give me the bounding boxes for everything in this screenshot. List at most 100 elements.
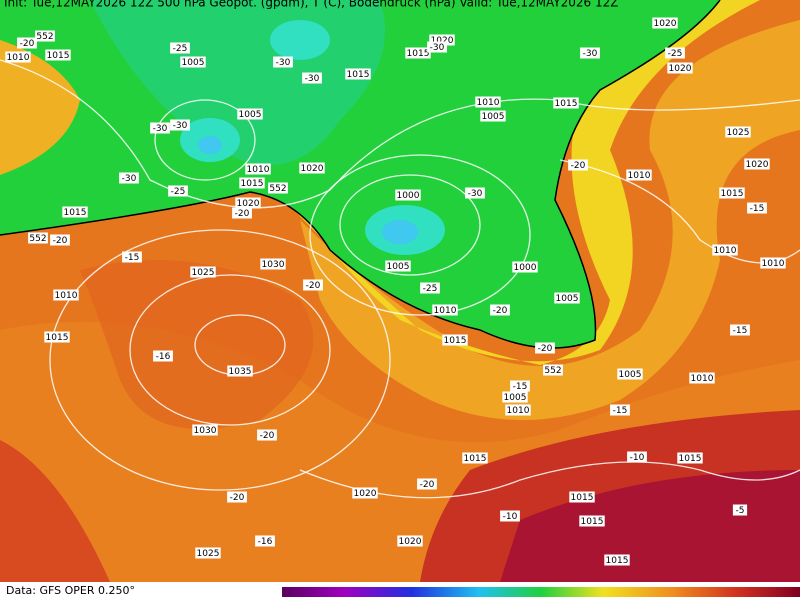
isobar-label: 1035: [229, 367, 252, 377]
isobar-label: -30: [173, 121, 188, 131]
label-box: [260, 258, 286, 270]
label-box: [665, 47, 685, 59]
label-box: [273, 56, 293, 68]
label-box: [667, 62, 693, 74]
label-box: [45, 49, 71, 61]
label-box: [689, 372, 715, 384]
isobar-label: -5: [736, 506, 745, 516]
footer: Data: GFS OPER 0.250°: [6, 584, 135, 597]
label-box: [569, 491, 595, 503]
label-box: [429, 34, 455, 46]
isobar-label: 1010: [55, 291, 78, 301]
isobar-label: 1020: [431, 36, 454, 46]
isobar-label: -20: [420, 480, 435, 490]
label-box: [442, 334, 468, 346]
isobar-label: 1015: [555, 99, 578, 109]
label-box: [417, 478, 437, 490]
label-box: [180, 56, 206, 68]
isobar-label: 552: [269, 184, 286, 194]
isobar-label: -20: [20, 39, 35, 49]
label-box: [652, 17, 678, 29]
isobar-label: -30: [468, 189, 483, 199]
label-box: [395, 189, 421, 201]
label-box: [420, 282, 440, 294]
label-box: [257, 429, 277, 441]
isobar-label: -30: [153, 124, 168, 134]
isobar-label: 1015: [64, 208, 87, 218]
isobar-label: 1005: [482, 112, 505, 122]
isobar-label: -30: [122, 174, 137, 184]
isobar-label: 552: [29, 234, 46, 244]
isobar-label: -20: [538, 344, 553, 354]
isobar-label: -30: [276, 58, 291, 68]
isobar-label: -15: [513, 382, 528, 392]
label-box: [405, 47, 431, 59]
isobar-label: -25: [668, 49, 683, 59]
isobar-label: -25: [173, 44, 188, 54]
label-box: [50, 234, 70, 246]
isobar-label: 1015: [47, 51, 70, 61]
label-box: [5, 51, 31, 63]
label-box: [170, 119, 190, 131]
isobar-label: 1015: [571, 493, 594, 503]
label-box: [237, 108, 263, 120]
label-box: [512, 261, 538, 273]
isobar-label: 1015: [464, 454, 487, 464]
isobar-label: 1015: [241, 179, 264, 189]
label-box: [227, 491, 247, 503]
isobar-label: -16: [258, 537, 273, 547]
label-box: [170, 42, 190, 54]
label-box: [502, 391, 528, 403]
label-box: [490, 304, 510, 316]
label-box: [579, 515, 605, 527]
label-box: [122, 251, 142, 263]
isobar-label: 1025: [192, 268, 215, 278]
label-box: [553, 97, 579, 109]
label-box: [232, 207, 252, 219]
label-box: [245, 163, 271, 175]
label-box: [543, 364, 563, 376]
label-box: [303, 279, 323, 291]
isobar-label: 1020: [354, 489, 377, 499]
isobar-label: 1005: [504, 393, 527, 403]
isobar-label: 1025: [727, 128, 750, 138]
isobar-label: 1005: [556, 294, 579, 304]
isobar-label: -20: [493, 306, 508, 316]
isobar-label: 1010: [507, 406, 530, 416]
isobar-label: 1000: [514, 263, 537, 273]
isobar-label: 1005: [182, 58, 205, 68]
label-box: [195, 547, 221, 559]
isobar-label: 1020: [669, 64, 692, 74]
label-box: [568, 159, 588, 171]
isobar-label: -20: [53, 236, 68, 246]
isobar-label: -30: [583, 49, 598, 59]
label-box: [62, 206, 88, 218]
isobar-label: 1010: [714, 246, 737, 256]
isobar-label: 1005: [239, 110, 262, 120]
label-box: [604, 554, 630, 566]
isobar-label: 552: [544, 366, 561, 376]
isobar-label: 1015: [347, 70, 370, 80]
isobar-label: 1005: [619, 370, 642, 380]
label-box: [732, 504, 748, 516]
label-box: [535, 342, 555, 354]
isobar-label: 1020: [237, 199, 260, 209]
isobar-label: -20: [235, 209, 250, 219]
label-box: [397, 535, 423, 547]
label-box: [385, 260, 411, 272]
isobar-label: 1010: [628, 171, 651, 181]
label-box: [719, 187, 745, 199]
isobar-label: -20: [306, 281, 321, 291]
label-box: [427, 41, 447, 53]
isobar-label: 1010: [247, 165, 270, 175]
map-field: [0, 0, 800, 582]
label-box: [302, 72, 322, 84]
isobar-label: -30: [430, 43, 445, 53]
isobar-label: 1025: [197, 549, 220, 559]
color-bar: [282, 587, 800, 597]
label-box: [345, 68, 371, 80]
isobar-label: -16: [156, 352, 171, 362]
label-box: [268, 182, 288, 194]
label-box: [760, 257, 786, 269]
